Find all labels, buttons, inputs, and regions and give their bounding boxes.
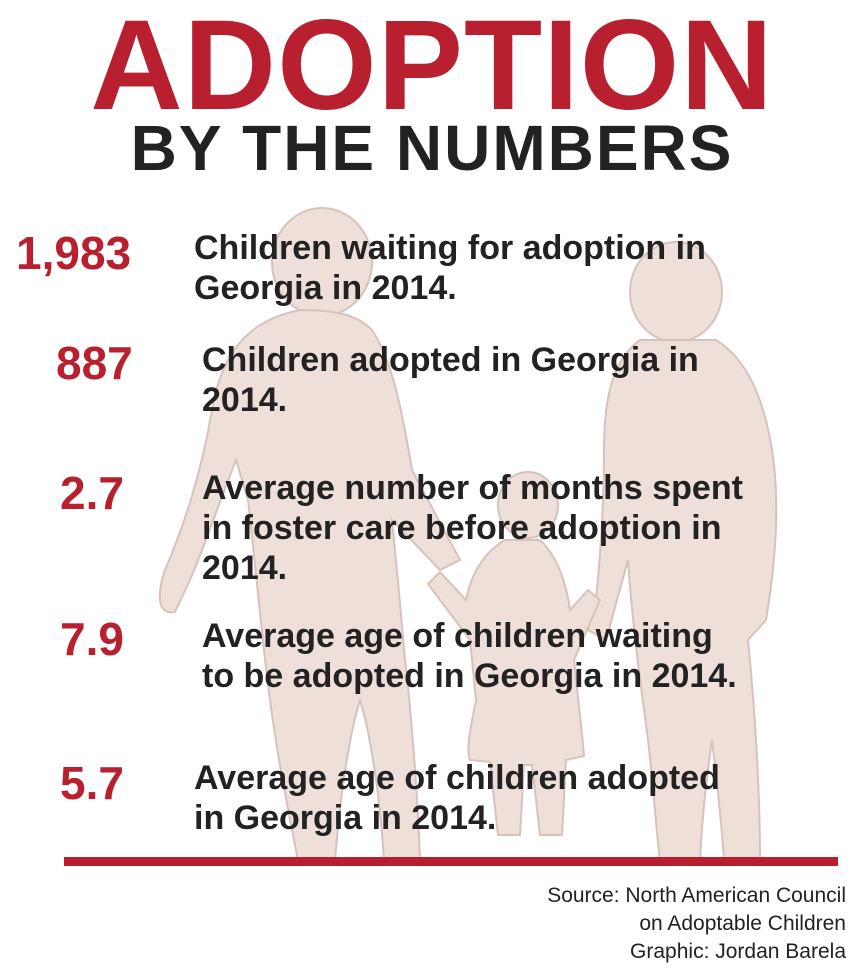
stat-value-age-waiting: 7.9: [60, 613, 124, 665]
stat-description-line: in foster care before adoption in: [202, 509, 722, 547]
stat-description-adopted: Children adopted in Georgia in 2014.: [202, 340, 699, 420]
stat-value-age-adopted: 5.7: [60, 757, 124, 809]
source-credit: Source: North American Council on Adopta…: [547, 882, 846, 966]
source-line: Source: North American Council: [547, 884, 846, 907]
stat-description-months-foster: Average number of months spent in foster…: [202, 468, 743, 588]
stat-description-line: Average age of children waiting: [202, 617, 713, 655]
stat-description-line: Average number of months spent: [202, 469, 743, 507]
stat-description-age-adopted: Average age of children adopted in Georg…: [194, 758, 720, 838]
stat-description-age-waiting: Average age of children waiting to be ad…: [202, 616, 737, 696]
stat-description-line: Children waiting for adoption in: [194, 229, 706, 267]
divider-rule: [64, 857, 838, 866]
stat-description-line: to be adopted in Georgia in 2014.: [202, 657, 737, 695]
stat-value-months-foster: 2.7: [60, 467, 124, 519]
source-line: on Adoptable Children: [639, 912, 846, 935]
page-title: ADOPTION: [90, 0, 774, 137]
graphic-credit: Graphic: Jordan Barela: [630, 940, 846, 963]
stat-description-line: Average age of children adopted: [194, 759, 720, 797]
stat-description-line: in Georgia in 2014.: [194, 799, 497, 837]
page-subtitle: BY THE NUMBERS: [130, 112, 734, 184]
stat-description-line: Children adopted in Georgia in: [202, 341, 699, 379]
stat-description-line: 2014.: [202, 381, 288, 419]
stat-value-waiting: 1,983: [16, 227, 132, 279]
stat-value-adopted: 887: [56, 337, 133, 389]
stat-description-line: 2014.: [202, 549, 288, 587]
stat-description-waiting: Children waiting for adoption in Georgia…: [194, 228, 706, 308]
stat-description-line: Georgia in 2014.: [194, 269, 457, 307]
